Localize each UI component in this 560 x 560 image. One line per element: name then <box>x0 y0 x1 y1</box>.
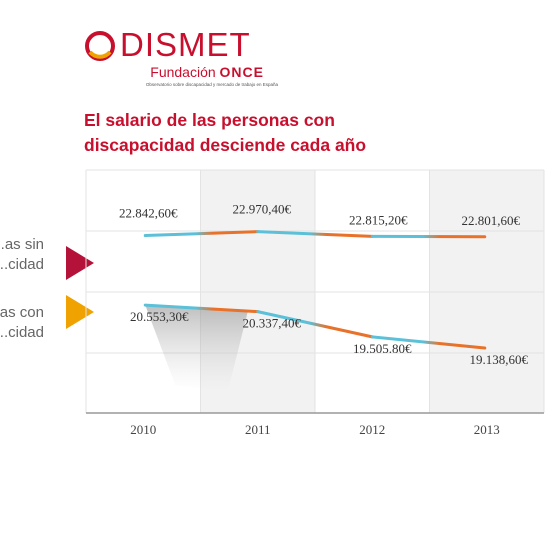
series-con-value-label: 19.505.80€ <box>353 341 412 356</box>
dismet-logo: DISMET Fundación ONCE Observatorio sobre… <box>84 26 284 94</box>
series-sin-value-label: 22.842,60€ <box>119 206 178 221</box>
series-label-con-line-2: ...cidad <box>0 324 44 341</box>
series-con-segment <box>256 310 374 339</box>
logo-subtitle-prefix: Fundación <box>150 64 220 80</box>
series-sin-value-label: 22.815,20€ <box>349 212 408 227</box>
x-tick-label: 2011 <box>245 422 271 437</box>
series-con-arrow-icon <box>66 295 94 329</box>
series-label-sin-line-1: ...as sin <box>0 236 44 253</box>
logo-name: DISMET <box>120 26 251 63</box>
series-sin-arrow-icon <box>66 246 94 280</box>
series-con-shadow <box>145 305 248 392</box>
series-label-con-line-1: ...as con <box>0 304 44 321</box>
chart-title-line-1: El salario de las personas con <box>84 110 335 130</box>
x-tick-label: 2012 <box>359 422 385 437</box>
logo-subtitle: Fundación ONCE <box>124 64 264 80</box>
x-tick-label: 2013 <box>474 422 500 437</box>
series-sin-value-label: 22.801,60€ <box>462 213 521 228</box>
logo-tagline: Observatorio sobre discapacidad y mercad… <box>145 82 278 87</box>
series-sin-segment <box>143 230 260 238</box>
series-con-value-label: 20.337,40€ <box>243 316 302 331</box>
chart-title: El salario de las personas con discapaci… <box>84 108 444 158</box>
series-con-value-label: 20.553,30€ <box>130 309 189 324</box>
series-sin-segment <box>256 230 374 238</box>
dismet-logo-mark-icon <box>85 31 115 61</box>
series-con-segment <box>143 303 260 314</box>
series-con-value-label: 19.138,60€ <box>470 352 529 367</box>
series-con-segment <box>370 335 487 350</box>
logo-subtitle-brand: ONCE <box>219 64 264 80</box>
series-label-sin: ...as sin ...cidad <box>0 235 44 275</box>
series-label-sin-line-2: ...cidad <box>0 256 44 273</box>
x-tick-label: 2010 <box>130 422 156 437</box>
series-label-con: ...as con ...cidad <box>0 303 44 343</box>
series-sin-value-label: 22.970,40€ <box>233 202 292 217</box>
chart-title-line-2: discapacidad desciende cada año <box>84 135 367 155</box>
